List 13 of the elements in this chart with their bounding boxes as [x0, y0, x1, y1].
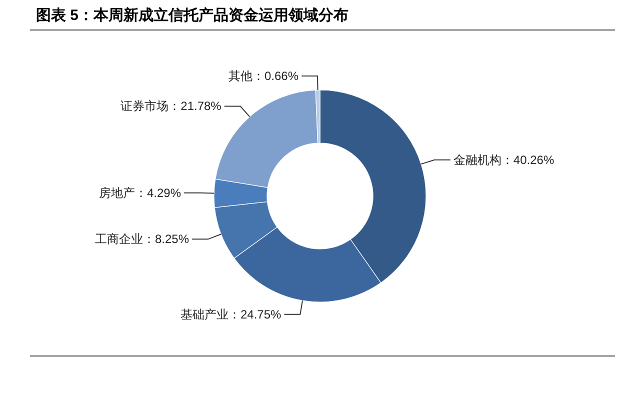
slice-label: 基础产业	[180, 307, 228, 322]
slice-label: 其他	[228, 69, 252, 84]
data-label: ：24.75%	[228, 307, 282, 322]
slice-label: 金融机构	[453, 152, 502, 167]
data-label: ：0.66%	[252, 69, 299, 84]
slice-label: 工商企业	[95, 232, 144, 246]
slice-label: 证券市场	[120, 99, 169, 114]
data-label: ：4.29%	[135, 186, 182, 200]
data-label: ：8.25%	[143, 232, 190, 246]
chart-title: 图表 5：本周新成立信托产品资金运用领域分布	[36, 6, 349, 24]
data-label: ：21.78%	[168, 99, 222, 114]
slice-label: 房地产	[99, 186, 136, 200]
data-label: ：40.26%	[501, 152, 554, 167]
